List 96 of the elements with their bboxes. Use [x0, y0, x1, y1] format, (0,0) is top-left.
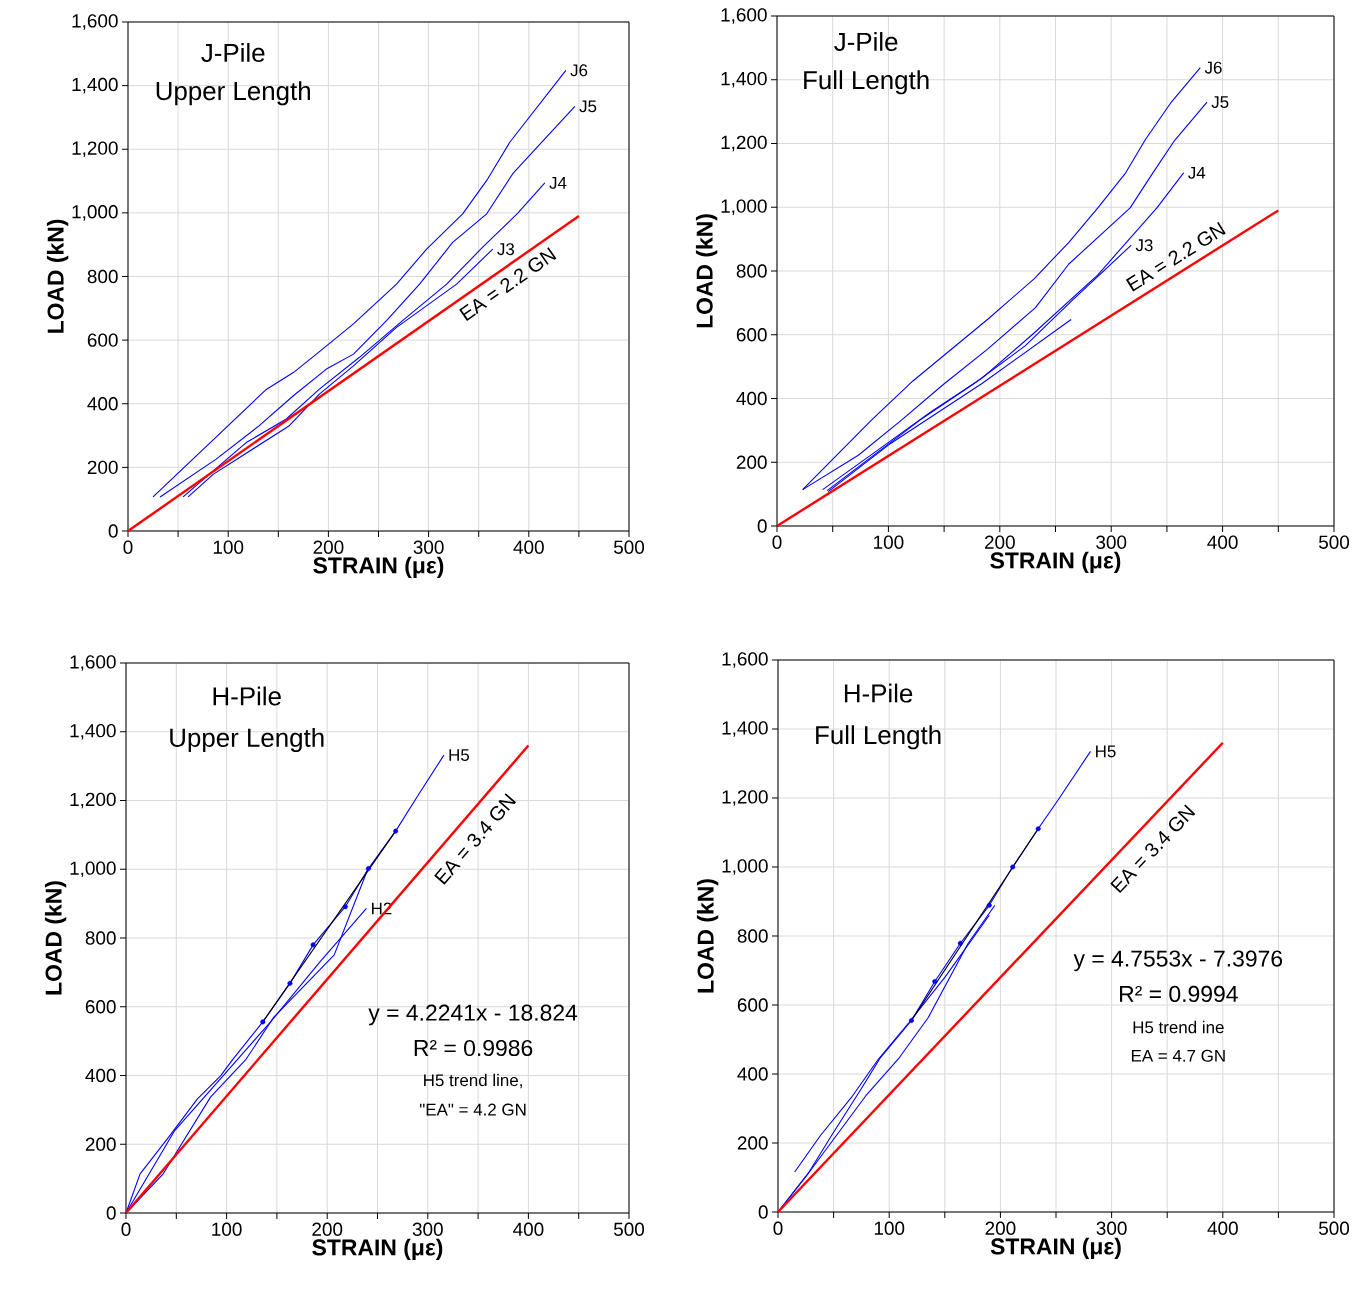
series-label: J5 [1211, 96, 1229, 108]
x-tick-label: 500 [613, 540, 645, 554]
y-tick-label: 0 [758, 1205, 768, 1219]
y-tick-label: 1,400 [721, 71, 767, 88]
y-tick-label: 0 [757, 519, 767, 533]
y-tick-label: 400 [87, 397, 118, 411]
x-tick-label: 0 [123, 540, 133, 554]
annotation: H5 trend line, [424, 1073, 522, 1089]
y-tick-label: 400 [85, 1068, 116, 1083]
series-label: J6 [570, 64, 588, 77]
series-label: J4 [549, 177, 567, 189]
y-tick-label: 1,200 [72, 141, 118, 158]
y-axis-title: LOAD (kN) [696, 879, 719, 993]
x-tick-label: 500 [1318, 1221, 1350, 1235]
text: Full Length [804, 70, 929, 95]
x-tick-label: 200 [985, 1221, 1016, 1235]
chart-title: J-Pile [834, 31, 898, 51]
x-tick-label: 400 [1207, 535, 1238, 549]
series-label: J5 [579, 100, 597, 113]
x-tick-label: 0 [773, 1221, 783, 1235]
annotation: EA = 3.4 GN [1110, 804, 1196, 894]
series-label: J3 [497, 243, 515, 256]
y-tick-label: 1,200 [70, 792, 116, 809]
y-tick-label: 1,400 [72, 77, 118, 94]
y-tick-label: 1,600 [721, 8, 767, 24]
y-axis-title: LOAD (kN) [695, 214, 718, 328]
y-tick-label: 200 [736, 455, 767, 469]
y-tick-label: 800 [85, 931, 116, 945]
x-tick-label: 100 [874, 1221, 905, 1235]
text: Full Length [816, 725, 941, 750]
x-axis-title: STRAIN (με) [990, 1237, 1121, 1260]
x-tick-label: 200 [984, 535, 1015, 549]
x-tick-label: 0 [121, 1222, 131, 1236]
text: J-Pile [201, 43, 265, 63]
annotation: "EA" = 4.2 GN [420, 1103, 526, 1116]
x-tick-label: 300 [1096, 535, 1127, 549]
annotation: R² = 0.9986 [414, 1039, 533, 1057]
annotation: H5 trend ine [1133, 1020, 1224, 1034]
series-label: H5 [449, 749, 470, 762]
y-tick-label: 0 [106, 1206, 116, 1220]
annotation: y = 4.7553x - 7.3976 [1073, 950, 1283, 972]
y-tick-label: 200 [87, 460, 118, 475]
y-tick-label: 600 [737, 998, 768, 1012]
series-label: J3 [1135, 239, 1153, 252]
annotation: y = 4.2241x - 18.824 [368, 1004, 578, 1026]
series-label: J6 [1204, 61, 1222, 74]
text: H-Pile [844, 683, 913, 703]
x-tick-label: 200 [312, 1222, 343, 1236]
y-tick-label: 0 [108, 524, 118, 538]
y-tick-label: 1,000 [721, 199, 767, 216]
y-tick-label: 1,200 [722, 790, 768, 806]
x-tick-label: 400 [513, 1222, 544, 1236]
y-tick-label: 600 [87, 333, 118, 347]
y-tick-label: 800 [737, 929, 768, 943]
y-tick-label: 1,400 [70, 723, 116, 740]
y-axis-title: LOAD (kN) [44, 881, 67, 995]
x-tick-label: 300 [413, 540, 444, 554]
y-tick-label: 1,000 [722, 859, 768, 875]
series-label: J4 [1188, 166, 1206, 179]
x-tick-label: 500 [613, 1222, 645, 1236]
x-tick-label: 300 [412, 1222, 443, 1236]
y-tick-label: 600 [85, 1000, 116, 1014]
text: Upper Length [156, 81, 310, 106]
x-tick-label: 100 [212, 1222, 242, 1236]
annotation: EA = 4.7 GN [1131, 1049, 1225, 1062]
x-axis-title: STRAIN (με) [990, 551, 1121, 574]
y-tick-label: 400 [736, 391, 767, 406]
x-tick-label: 100 [874, 535, 904, 549]
y-tick-label: 800 [736, 264, 767, 278]
x-tick-label: 0 [772, 535, 782, 549]
y-tick-label: 1,000 [70, 861, 116, 878]
y-axis-title: LOAD (kN) [46, 219, 69, 333]
y-tick-label: 200 [85, 1137, 116, 1151]
x-tick-label: 100 [213, 540, 244, 554]
annotation: EA = 3.4 GN [434, 793, 517, 885]
text: H-Pile [213, 686, 281, 706]
y-tick-label: 400 [737, 1067, 768, 1081]
x-tick-label: 200 [313, 540, 344, 554]
y-tick-label: 1,400 [722, 721, 768, 737]
y-tick-label: 1,600 [72, 14, 118, 30]
text: Upper Length [170, 727, 324, 753]
y-tick-label: 1,600 [70, 655, 116, 671]
y-tick-label: 800 [87, 269, 118, 284]
x-tick-label: 400 [513, 540, 544, 554]
y-tick-label: 1,600 [722, 652, 768, 668]
x-tick-label: 400 [1207, 1221, 1238, 1235]
x-axis-title: STRAIN (με) [313, 556, 444, 579]
y-tick-label: 1,000 [72, 205, 118, 221]
y-tick-label: 600 [736, 328, 767, 342]
y-tick-label: 1,200 [721, 135, 767, 152]
y-tick-label: 200 [737, 1136, 768, 1150]
x-axis-title: STRAIN (με) [312, 1238, 443, 1261]
x-tick-label: 300 [1096, 1221, 1127, 1235]
x-tick-label: 500 [1318, 535, 1350, 549]
annotation: R² = 0.9994 [1120, 985, 1238, 1003]
series-label: H5 [1096, 745, 1116, 758]
